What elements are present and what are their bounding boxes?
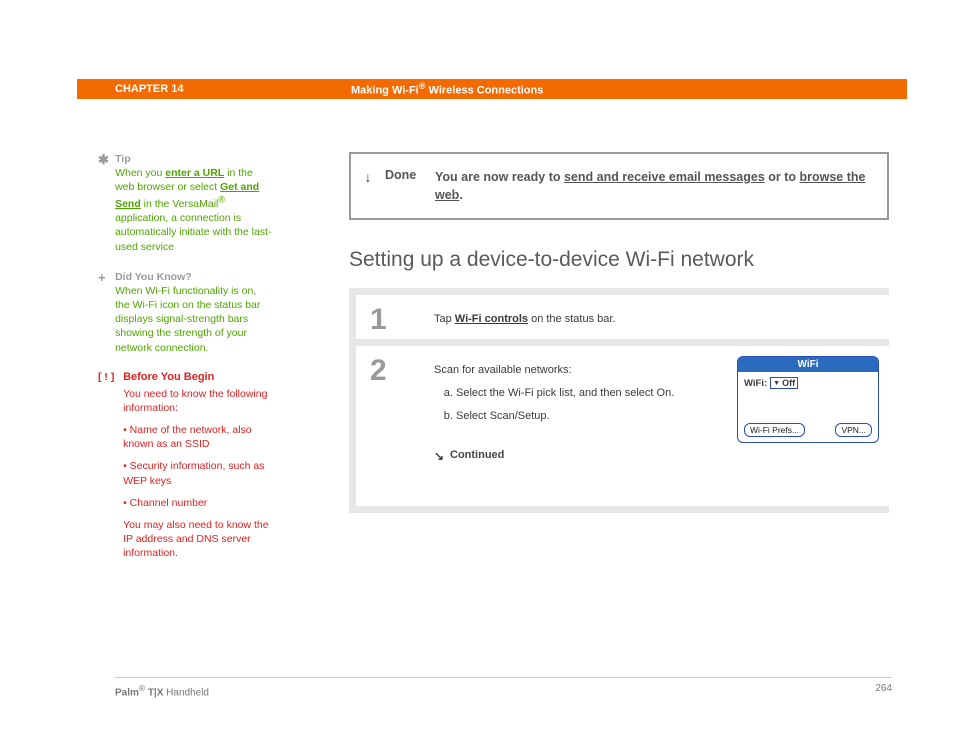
tip-text: When you enter a URL in the web browser …: [115, 167, 271, 252]
byb-body: You need to know the following informati…: [123, 387, 273, 561]
step1-link[interactable]: Wi-Fi controls: [455, 313, 528, 325]
warning-icon: [ ! ]: [98, 371, 120, 383]
down-arrow-icon: ↓: [351, 168, 385, 185]
wifi-buttons: Wi-Fi Prefs... VPN...: [744, 423, 872, 437]
tip-link-url[interactable]: enter a URL: [165, 167, 224, 179]
tip-text-1: When you: [115, 167, 165, 179]
wifi-picklist-row: WiFi: ▼ Off: [744, 377, 872, 389]
step-2-content: Scan for available networks: Select the …: [414, 346, 889, 506]
byb-title: Before You Begin: [123, 371, 214, 383]
done-t3: .: [459, 188, 462, 202]
wifi-picklist-label: WiFi:: [744, 378, 767, 389]
list-item: • Security information, such as WEP keys: [123, 459, 273, 487]
sidebar: ✱ Tip When you enter a URL in the web br…: [98, 152, 278, 576]
byb-intro: You need to know the following informati…: [123, 387, 273, 415]
tip-text-3: in the VersaMail: [141, 198, 219, 210]
chevron-down-icon: ▼: [773, 380, 780, 387]
chapter-number: CHAPTER 14: [115, 83, 183, 95]
list-item: • Name of the network, also known as an …: [123, 423, 273, 451]
step-2: 2 Scan for available networks: Select th…: [356, 339, 889, 506]
main-content: ↓ Done You are now ready to send and rec…: [349, 152, 889, 513]
wifi-panel-title: WiFi: [738, 357, 878, 372]
continued-label: Continued: [434, 449, 877, 461]
done-text: You are now ready to send and receive em…: [435, 168, 869, 204]
tip-content: Tip When you enter a URL in the web brow…: [115, 152, 273, 254]
didyouknow-block: + Did You Know? When Wi-Fi functionality…: [98, 270, 278, 355]
wifi-prefs-button[interactable]: Wi-Fi Prefs...: [744, 423, 805, 437]
dyk-content: Did You Know? When Wi-Fi functionality i…: [115, 270, 273, 355]
brand-handheld: Handheld: [163, 687, 209, 698]
page-number: 264: [875, 683, 892, 698]
product-name: Palm® T|X Handheld: [115, 683, 209, 698]
tip-text-4: application, a connection is automatical…: [115, 212, 271, 252]
byb-content: Before You Begin You need to know the fo…: [123, 371, 273, 561]
byb-item-2: Security information, such as WEP keys: [123, 460, 264, 486]
done-label: Done: [385, 168, 435, 182]
byb-outro: You may also need to know the IP address…: [123, 518, 273, 561]
vpn-button[interactable]: VPN...: [835, 423, 872, 437]
before-you-begin-block: [ ! ] Before You Begin You need to know …: [98, 371, 278, 561]
plus-icon: +: [98, 270, 112, 285]
chapter-title-suffix: Wireless Connections: [425, 85, 543, 97]
list-item: • Channel number: [123, 496, 273, 510]
dyk-label: Did You Know?: [115, 271, 192, 283]
wifi-panel: WiFi WiFi: ▼ Off Wi-Fi Prefs... VPN...: [737, 356, 879, 443]
byb-item-1: Name of the network, also known as an SS…: [123, 424, 252, 450]
step1-t1: Tap: [434, 313, 455, 325]
step-number: 2: [356, 346, 414, 506]
brand-palm: Palm: [115, 687, 139, 698]
chapter-title: Making Wi-Fi® Wireless Connections: [351, 81, 543, 97]
step-number: 1: [356, 295, 414, 339]
page-footer: Palm® T|X Handheld 264: [115, 677, 892, 698]
byb-list: • Name of the network, also known as an …: [123, 423, 273, 510]
done-link-email[interactable]: send and receive email messages: [564, 170, 765, 184]
step-1: 1 Tap Wi-Fi controls on the status bar.: [356, 288, 889, 339]
wifi-panel-body: WiFi: ▼ Off Wi-Fi Prefs... VPN...: [738, 372, 878, 442]
chapter-title-prefix: Making Wi-Fi: [351, 85, 419, 97]
byb-item-3: Channel number: [130, 497, 208, 509]
chapter-header: CHAPTER 14 Making Wi-Fi® Wireless Connec…: [77, 79, 907, 99]
done-t1: You are now ready to: [435, 170, 564, 184]
step-1-content: Tap Wi-Fi controls on the status bar.: [414, 295, 889, 339]
brand-tx: T|X: [145, 687, 163, 698]
registered-icon: ®: [218, 195, 224, 205]
asterisk-icon: ✱: [98, 152, 112, 168]
tip-block: ✱ Tip When you enter a URL in the web br…: [98, 152, 278, 254]
steps-box: 1 Tap Wi-Fi controls on the status bar. …: [349, 288, 889, 513]
tip-label: Tip: [115, 153, 131, 165]
step1-t2: on the status bar.: [528, 313, 615, 325]
wifi-picklist[interactable]: ▼ Off: [770, 377, 798, 389]
done-box: ↓ Done You are now ready to send and rec…: [349, 152, 889, 220]
wifi-picklist-value: Off: [782, 378, 795, 388]
section-title: Setting up a device-to-device Wi-Fi netw…: [349, 248, 889, 272]
done-t2: or to: [765, 170, 800, 184]
dyk-text: When Wi-Fi functionality is on, the Wi-F…: [115, 285, 260, 354]
